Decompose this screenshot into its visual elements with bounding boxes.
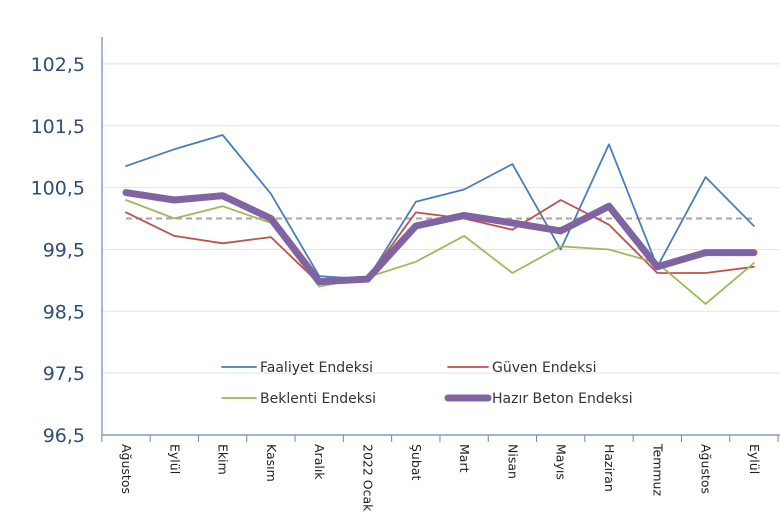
y-tick-label: 97,5 <box>43 363 85 385</box>
x-tick-label: 2022 Ocak <box>361 444 376 512</box>
x-tick-label: Aralık <box>312 444 327 480</box>
x-tick-label: Kasım <box>264 444 279 482</box>
x-tick-label: Ağustos <box>699 444 714 494</box>
series-line <box>122 189 758 286</box>
y-tick-label: 98,5 <box>43 301 85 323</box>
x-tick-label: Ağustos <box>119 444 134 494</box>
x-tick-label: Mayıs <box>554 444 569 480</box>
y-tick-label: 96,5 <box>43 425 85 447</box>
x-tick-label: Ekim <box>216 444 231 475</box>
x-tick-label: Şubat <box>409 444 424 480</box>
series-lines <box>122 134 758 305</box>
x-tick-labels: Ağustos Eylül Ekim Kasım Aralık 2022 Ocak Şuba… <box>119 443 762 512</box>
x-tick-label: Eylül <box>167 444 182 474</box>
x-tick-label: Mart <box>457 444 472 473</box>
legend-label: Beklenti Endeksi <box>260 391 376 407</box>
x-tick-label: Temmuz <box>650 443 665 496</box>
legend-label: Hazır Beton Endeksi <box>492 391 633 407</box>
y-tick-label: 102,5 <box>31 54 85 76</box>
legend-label: Faaliyet Endeksi <box>260 360 373 376</box>
x-tick-label: Eylül <box>747 444 762 474</box>
axes <box>101 37 780 442</box>
grid-lines <box>102 63 780 374</box>
y-tick-label: 100,5 <box>31 178 85 200</box>
x-tick-label: Nisan <box>505 444 520 479</box>
y-tick-labels: 102,5 101,5 100,5 99,5 98,5 97,5 96,5 <box>31 54 85 447</box>
legend-label: Güven Endeksi <box>492 360 596 376</box>
series-line <box>125 199 755 285</box>
y-tick-label: 101,5 <box>31 116 85 138</box>
series-line <box>125 134 755 281</box>
y-tick-label: 99,5 <box>43 239 85 261</box>
legend: Faaliyet Endeksi Güven Endeksi Beklenti En… <box>221 360 633 407</box>
x-tick-label: Haziran <box>602 444 617 492</box>
